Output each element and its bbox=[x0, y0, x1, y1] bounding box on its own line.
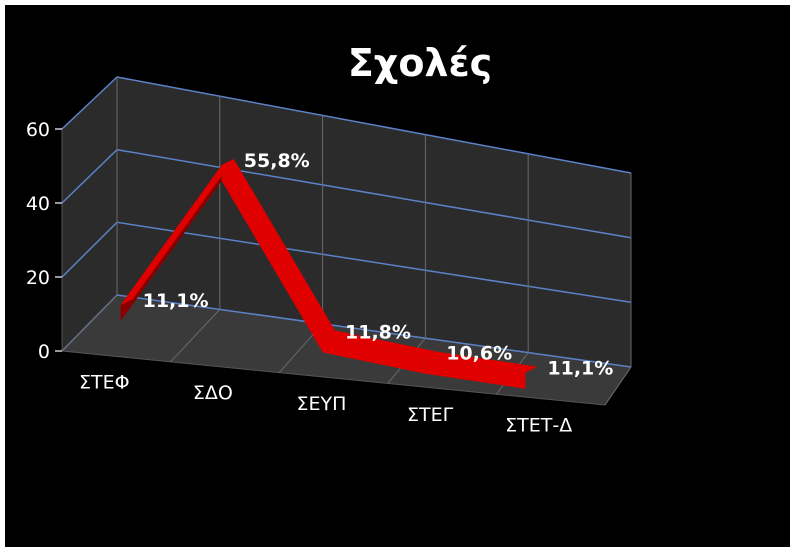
xtick-label: ΣΤΕΓ bbox=[407, 404, 454, 426]
line-segment-top-2 bbox=[323, 330, 437, 358]
line-segment-top-1 bbox=[221, 159, 335, 337]
chart-area: Σχολές 0 20 40 60 ΣΤΕΦ ΣΔΟ ΣΕΥΠ ΣΤΕΓ ΣΤΕΤ-Δ 11,1%… bbox=[5, 5, 790, 547]
ytick-label: 60 bbox=[26, 119, 50, 141]
floor-divider-1 bbox=[170, 309, 221, 363]
data-label: 55,8% bbox=[244, 150, 310, 172]
floor-divider-0 bbox=[61, 294, 118, 352]
line-segment-top-3 bbox=[424, 351, 538, 373]
data-label: 10,6% bbox=[446, 342, 512, 364]
data-label: 11,8% bbox=[345, 321, 411, 343]
ytick-label: 20 bbox=[26, 267, 50, 289]
line-segment-top-0 bbox=[120, 159, 234, 306]
xtick-label: ΣΤΕΦ bbox=[79, 371, 130, 393]
ytick-label: 0 bbox=[38, 341, 50, 363]
chart-plot: 0 20 40 60 ΣΤΕΦ ΣΔΟ ΣΕΥΠ ΣΤΕΓ ΣΤΕΤ-Δ 11,1% 55,8% 11… bbox=[26, 75, 632, 437]
line-segment-3 bbox=[424, 357, 526, 389]
data-label: 11,1% bbox=[547, 358, 613, 380]
xtick-label: ΣΕΥΠ bbox=[297, 393, 347, 415]
xtick-label: ΣΔΟ bbox=[193, 382, 233, 404]
line-segment-2 bbox=[323, 336, 425, 374]
data-label: 11,1% bbox=[143, 290, 209, 312]
floor-divider-5 bbox=[604, 366, 632, 406]
xtick-label: ΣΤΕΤ-Δ bbox=[505, 415, 572, 437]
ytick-label: 40 bbox=[26, 193, 50, 215]
line-segment-1 bbox=[221, 165, 323, 353]
chart-title: Σχολές bbox=[347, 41, 493, 85]
